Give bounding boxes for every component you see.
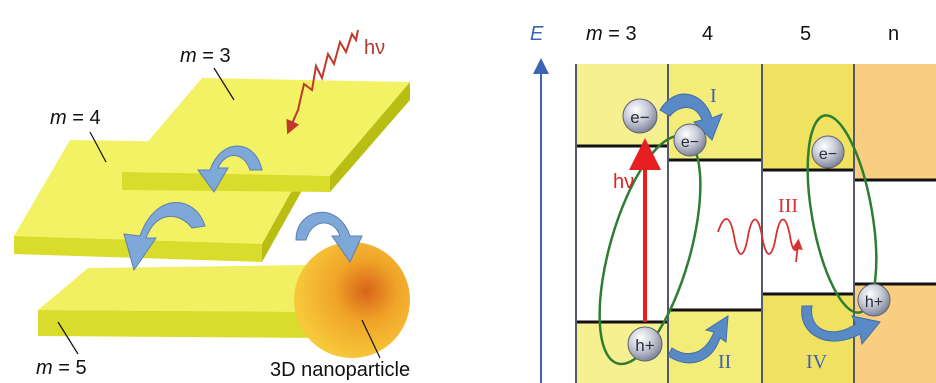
svg-text:m = 5: m = 5: [36, 357, 87, 379]
svg-text:m = 3: m = 3: [586, 23, 637, 45]
left-panel: hν m = 3 m = 4 m = 5 3D nanoparticle: [14, 29, 410, 381]
band-edges: [576, 144, 936, 324]
excitation-label: hν: [613, 171, 634, 193]
hole-transfer-arrow-iv: [801, 305, 881, 346]
label-m4: m = 4: [50, 107, 107, 163]
electron-m5: e−: [811, 135, 845, 169]
label-m4-val: = 4: [67, 107, 101, 129]
transfer-arrow-to-nanoparticle: [295, 211, 363, 264]
label-m5: m = 5: [36, 321, 87, 379]
electron-m4: e−: [673, 123, 707, 157]
label-m3-var: m: [180, 45, 197, 67]
label-nanoparticle: 3D nanoparticle: [270, 319, 410, 381]
process-label-iv: IV: [806, 351, 828, 373]
label-m3: m = 3: [180, 45, 235, 101]
svg-text:m = 4: m = 4: [50, 107, 101, 129]
electron-m3-label: e−: [630, 108, 649, 127]
electron-m3: e−: [622, 98, 658, 134]
hole-n-label: h+: [865, 294, 883, 311]
transfer-arrows: [123, 145, 363, 272]
svg-text:3D nanoparticle: 3D nanoparticle: [270, 359, 410, 381]
column-headers: m = 3 4 5 n: [586, 23, 899, 45]
energy-axis: E: [530, 23, 549, 383]
label-m5-var: m: [36, 357, 53, 379]
col-header-n: n: [888, 23, 899, 45]
process-label-ii: II: [718, 351, 731, 373]
transfer-arrow-m4-to-m5: [123, 202, 206, 272]
process-label-i: I: [710, 85, 717, 107]
electron-m5-label: e−: [819, 146, 837, 163]
process-labels: I II III IV: [710, 85, 828, 373]
process-label-iii: III: [778, 195, 798, 217]
col-header-m3-val: = 3: [603, 23, 637, 45]
electron-m4-label: e−: [681, 134, 699, 151]
emission-wave: [717, 218, 803, 263]
nanoparticle-sphere: [294, 242, 410, 358]
energy-axis-label: E: [530, 23, 544, 45]
label-m5-val: = 5: [53, 357, 87, 379]
hole-transfer-arrow: [667, 315, 729, 364]
label-m3-val: = 3: [197, 45, 231, 67]
transfer-arrow-m3-to-m4: [197, 145, 263, 193]
hole-n: h+: [857, 283, 891, 317]
col-header-m4: 4: [702, 23, 713, 45]
electron-transfer-arrow: [659, 93, 723, 141]
hole-m3-label: h+: [635, 336, 654, 355]
hole-m3: h+: [627, 326, 663, 362]
exciton-loop-right: [806, 114, 878, 314]
sheet-m3: [122, 78, 410, 192]
photon-label: hν: [364, 37, 385, 59]
right-panel: E m = 3 4 5 n: [530, 23, 936, 383]
photon-wave: [286, 29, 359, 135]
label-m4-var: m: [50, 107, 67, 129]
col-header-m5: 5: [800, 23, 811, 45]
svg-text:m = 3: m = 3: [180, 45, 231, 67]
col-header-m3-var: m: [586, 23, 603, 45]
